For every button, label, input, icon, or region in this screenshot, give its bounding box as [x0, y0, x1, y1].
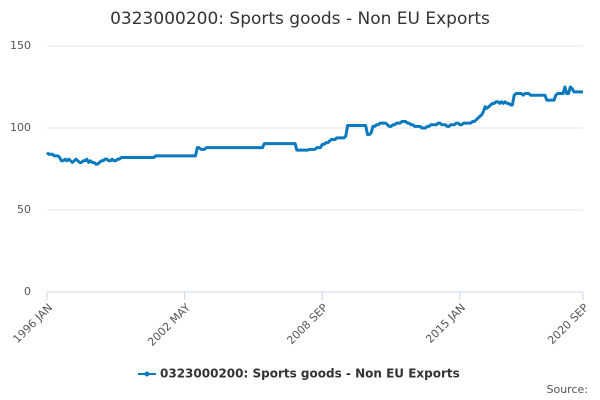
y-tick-label: 50: [17, 203, 31, 216]
chart-title: 0323000200: Sports goods - Non EU Export…: [110, 9, 490, 29]
x-tick-label: 2020 SEP: [545, 301, 591, 347]
x-tick-label: 2015 JAN: [423, 301, 468, 346]
y-tick-label: 150: [10, 39, 31, 52]
source: Source:: [547, 383, 589, 396]
x-tick-label: 2008 SEP: [284, 301, 330, 347]
x-tick-label: 2002 MAY: [145, 301, 193, 349]
legend-marker: [144, 371, 150, 377]
y-tick-label: 100: [10, 121, 31, 134]
y-tick-label: 0: [24, 285, 31, 298]
x-tick-label: 1996 JAN: [10, 301, 55, 346]
series-line: [45, 85, 583, 166]
legend-label: 0323000200: Sports goods - Non EU Export…: [160, 367, 460, 381]
